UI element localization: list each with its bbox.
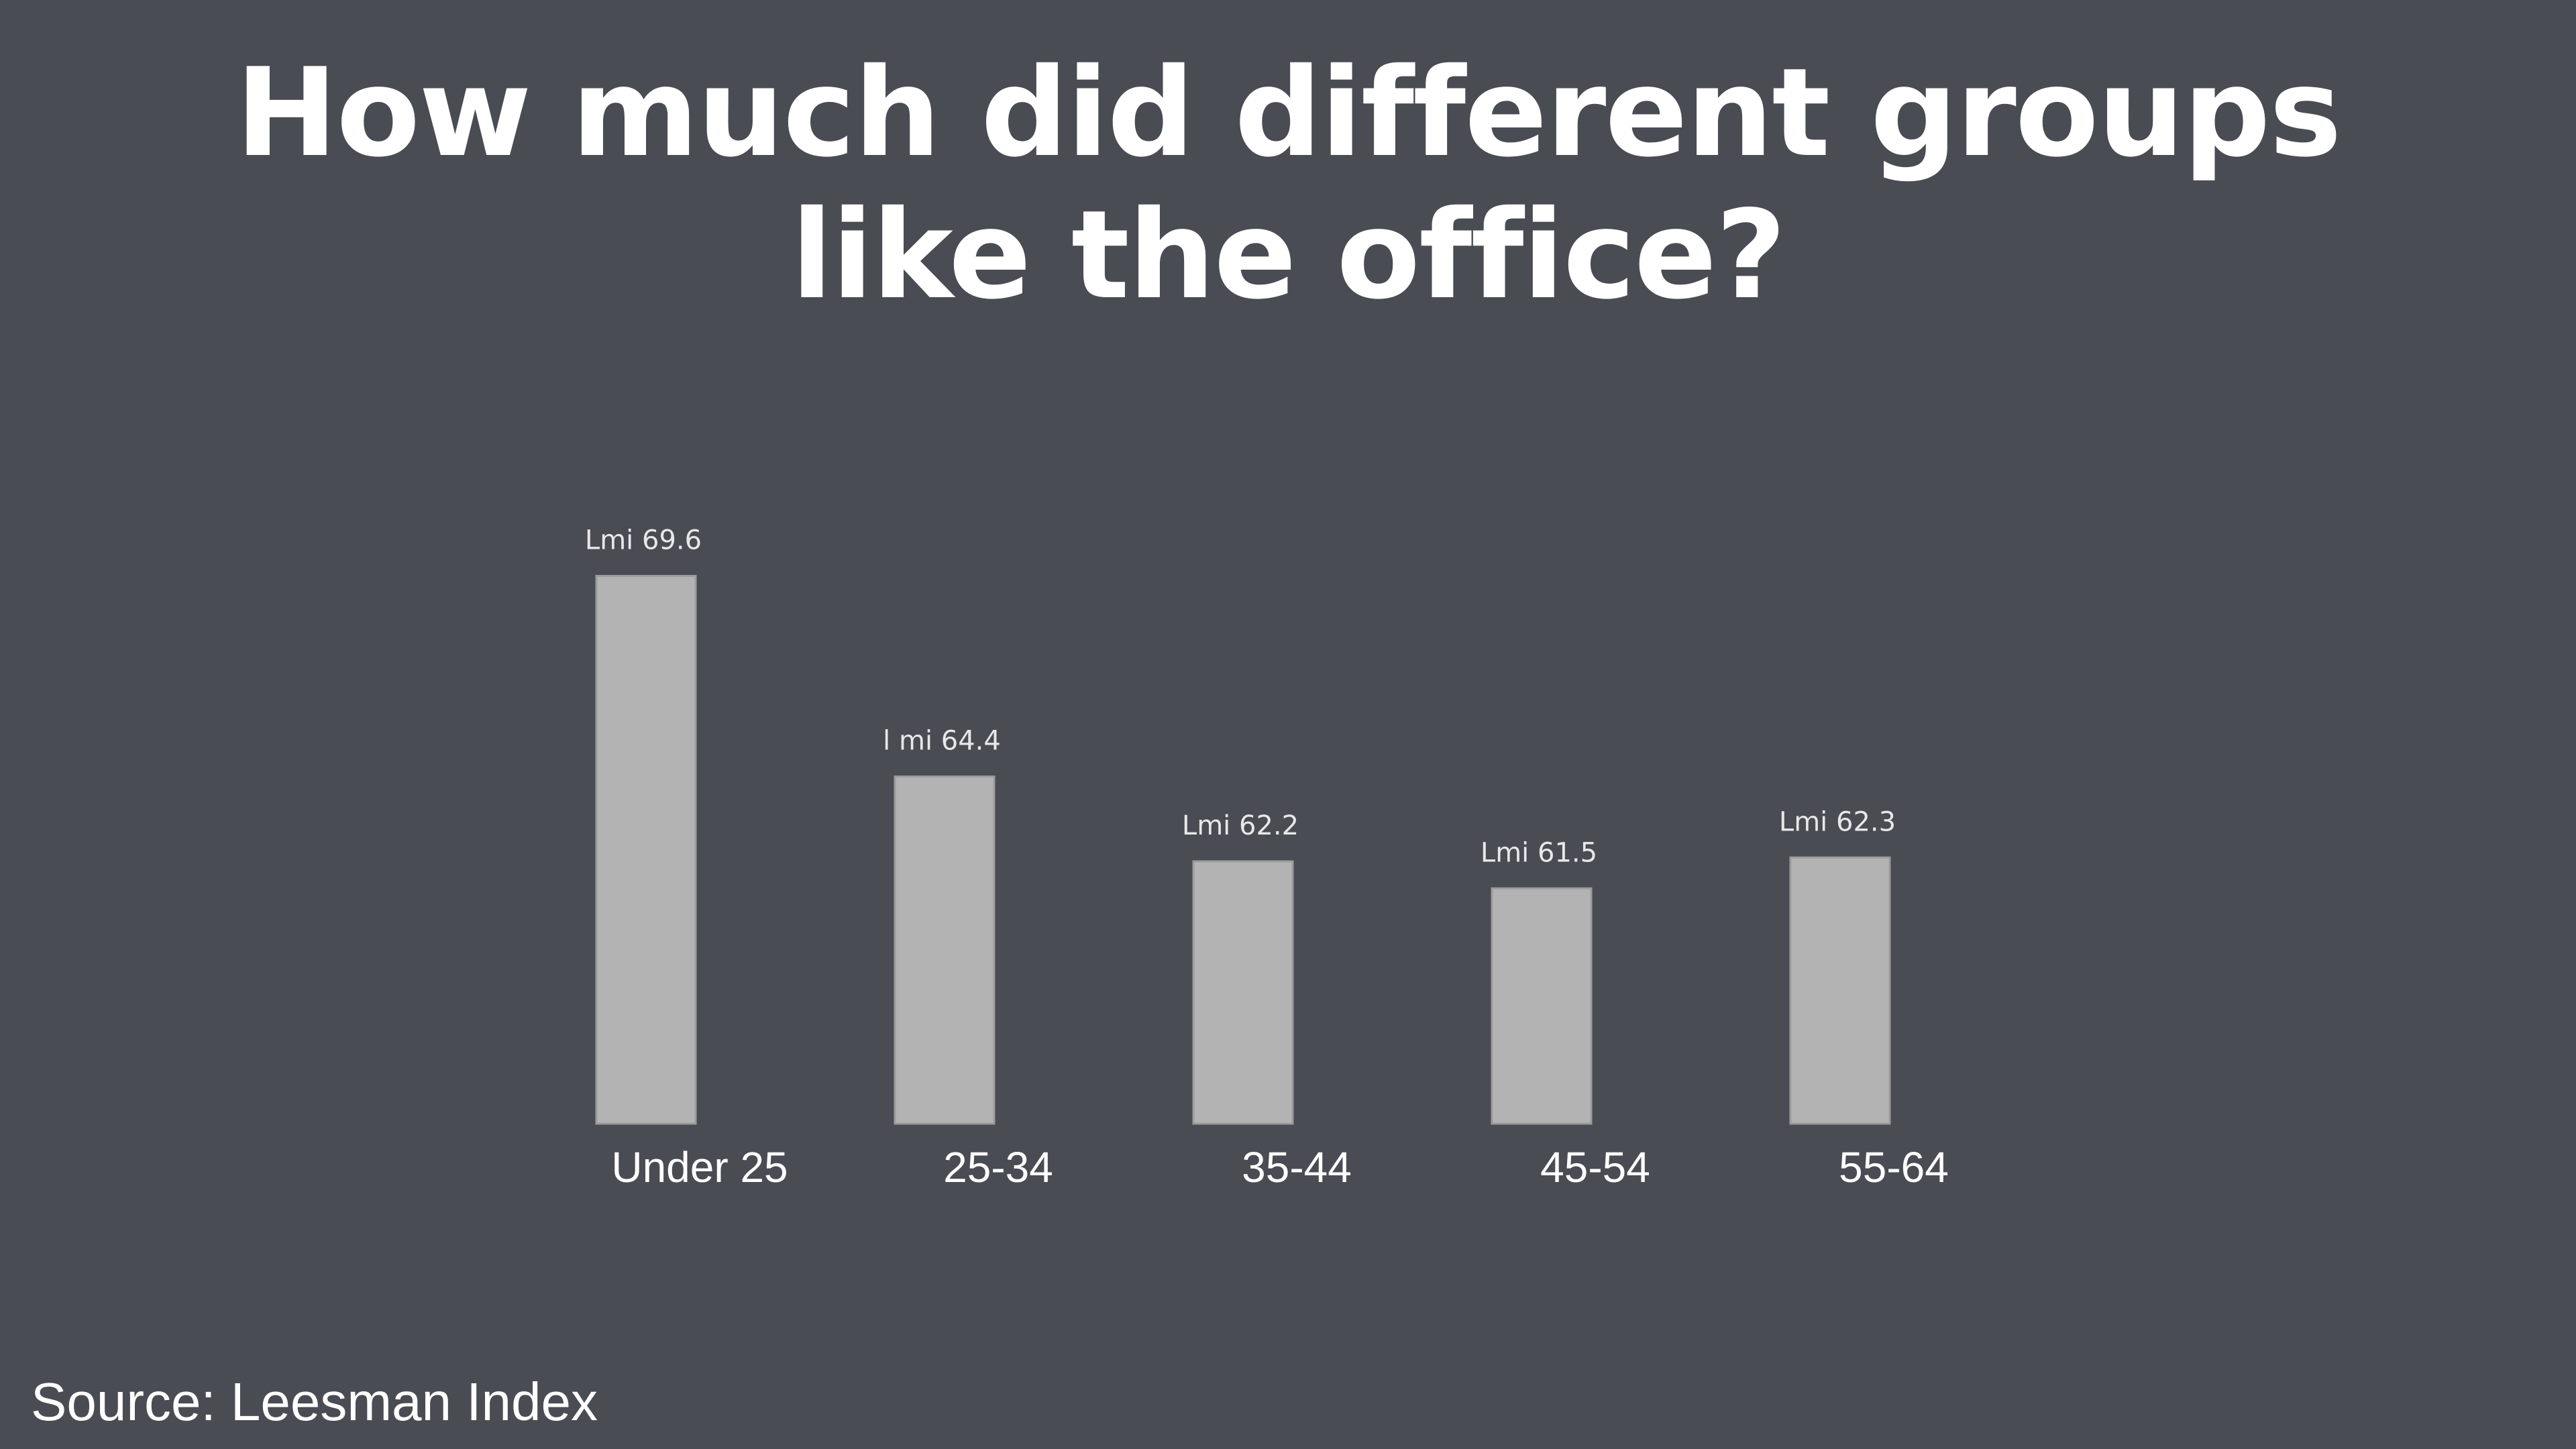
bar-value-label-4: Lmi 61.5 — [1481, 837, 1597, 868]
bar-value-label-3: Lmi 62.2 — [1182, 810, 1299, 841]
category-label-2: 25-34 — [943, 1143, 1053, 1191]
bar-1 — [595, 575, 697, 1125]
bar-value-label-5: Lmi 62.3 — [1779, 806, 1896, 837]
bar-2 — [894, 775, 996, 1125]
category-label-4: 45-54 — [1540, 1143, 1650, 1191]
bar-4 — [1491, 887, 1593, 1125]
bar-5 — [1789, 856, 1891, 1125]
bar-3 — [1192, 860, 1294, 1125]
category-label-3: 35-44 — [1242, 1143, 1352, 1191]
bar-value-label-2: l mi 64.4 — [883, 726, 1001, 757]
chart-title-line-2: like the office? — [791, 184, 1786, 326]
category-label-5: 55-64 — [1839, 1143, 1949, 1191]
bars-group — [595, 575, 1891, 1125]
chart-title: How much did different groups like the o… — [0, 42, 2576, 326]
category-label-1: Under 25 — [611, 1143, 788, 1191]
value-labels-group: Lmi 69.6 l mi 64.4 Lmi 62.2 Lmi 61.5 Lmi 62.… — [585, 525, 1896, 869]
category-labels-group: Under 25 25-34 35-44 45-54 55-64 — [611, 1143, 1948, 1191]
source-note: Source: Leesman Index — [31, 1372, 598, 1432]
bar-value-label-1: Lmi 69.6 — [585, 525, 702, 556]
chart-title-line-1: How much did different groups — [235, 42, 2342, 184]
